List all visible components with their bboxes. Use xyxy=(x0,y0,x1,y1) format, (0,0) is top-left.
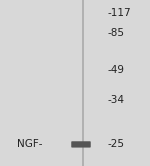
Text: -117: -117 xyxy=(108,8,132,18)
Text: -25: -25 xyxy=(108,139,125,149)
Text: -34: -34 xyxy=(108,95,125,105)
Text: -49: -49 xyxy=(108,65,125,75)
Text: NGF-: NGF- xyxy=(16,139,42,149)
FancyBboxPatch shape xyxy=(71,141,91,148)
Text: -85: -85 xyxy=(108,28,125,38)
